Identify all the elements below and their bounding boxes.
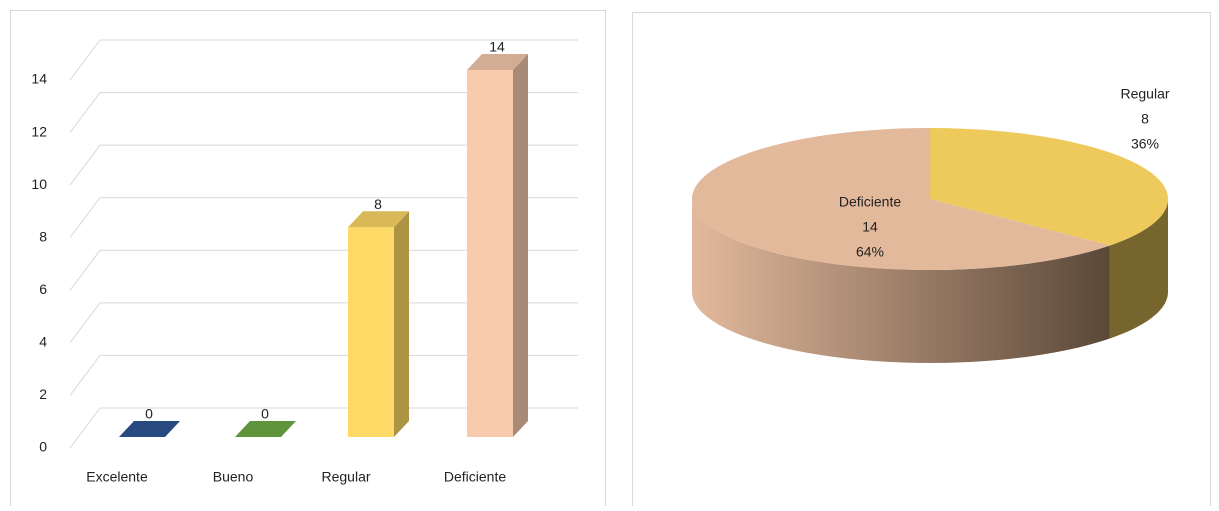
grid-line	[69, 144, 578, 186]
x-tick-label: Excelente	[86, 469, 148, 485]
pie-side	[1109, 199, 1168, 339]
data-label: 14	[489, 39, 505, 55]
data-label: 0	[145, 406, 153, 422]
x-tick-label: Bueno	[213, 469, 254, 485]
bar-front	[467, 70, 513, 437]
pie-slice	[692, 128, 1110, 270]
bar-front	[348, 227, 394, 437]
y-tick-label: 12	[31, 123, 47, 139]
pie-slice	[930, 128, 1169, 246]
grid-line	[69, 302, 578, 344]
bar-side	[394, 211, 409, 437]
y-tick-label: 2	[39, 386, 47, 402]
y-tick-label: 10	[31, 176, 47, 192]
grid-line	[69, 249, 578, 291]
pie-label-percent: 36%	[1131, 136, 1159, 152]
data-label: 0	[261, 406, 269, 422]
y-tick-label: 8	[39, 228, 47, 244]
grid-line	[69, 39, 578, 81]
y-tick-label: 6	[39, 281, 47, 297]
bar-side	[513, 54, 528, 437]
data-label: 8	[374, 196, 382, 212]
grid-line	[69, 197, 578, 239]
y-tick-label: 14	[31, 71, 47, 87]
grid-line	[69, 92, 578, 133]
bar-top	[119, 421, 180, 437]
bar-top	[467, 54, 528, 70]
grid-line	[69, 407, 578, 449]
pie-side	[692, 199, 1110, 363]
pie-label-value: 8	[1141, 111, 1149, 127]
x-tick-label: Deficiente	[444, 469, 506, 485]
pie-label-name: Regular	[1120, 86, 1169, 102]
grid-line	[69, 354, 578, 396]
pie-label-value: 14	[862, 219, 878, 235]
bar-top	[348, 211, 409, 228]
y-tick-label: 0	[39, 439, 47, 455]
pie-label-name: Deficiente	[839, 194, 901, 210]
x-tick-label: Regular	[321, 469, 370, 485]
y-tick-label: 4	[39, 334, 47, 350]
pie-label-percent: 64%	[856, 244, 884, 260]
bar-top	[235, 421, 296, 437]
